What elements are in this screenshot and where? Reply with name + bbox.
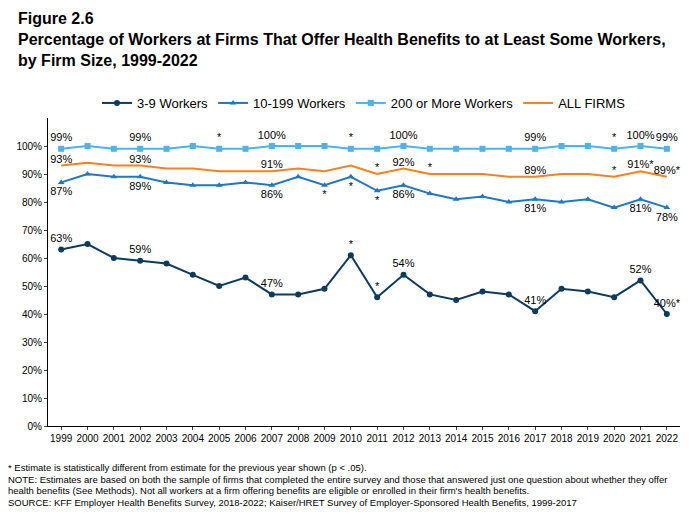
svg-text:*: * <box>612 164 617 176</box>
svg-text:2016: 2016 <box>498 433 521 444</box>
svg-text:92%: 92% <box>392 156 414 168</box>
svg-text:52%: 52% <box>629 263 651 275</box>
svg-text:*: * <box>428 161 433 173</box>
svg-text:99%: 99% <box>656 131 678 143</box>
svg-text:2022: 2022 <box>656 433 679 444</box>
svg-text:ALL FIRMS: ALL FIRMS <box>558 96 625 111</box>
svg-text:89%: 89% <box>524 164 546 176</box>
svg-text:10-199 Workers: 10-199 Workers <box>253 96 346 111</box>
svg-text:70%: 70% <box>22 225 42 236</box>
svg-text:47%: 47% <box>261 277 283 289</box>
svg-text:93%: 93% <box>129 153 151 165</box>
svg-text:2005: 2005 <box>208 433 231 444</box>
svg-text:2019: 2019 <box>577 433 600 444</box>
svg-text:99%: 99% <box>129 131 151 143</box>
svg-text:100%: 100% <box>389 129 417 141</box>
svg-text:2003: 2003 <box>155 433 178 444</box>
svg-text:2006: 2006 <box>234 433 257 444</box>
svg-text:2011: 2011 <box>366 433 388 444</box>
svg-text:63%: 63% <box>50 232 72 244</box>
svg-text:41%: 41% <box>524 294 546 306</box>
svg-text:2018: 2018 <box>550 433 573 444</box>
svg-text:30%: 30% <box>22 337 42 348</box>
svg-text:40%: 40% <box>22 309 42 320</box>
svg-text:78%: 78% <box>656 211 678 223</box>
svg-text:87%: 87% <box>50 185 72 197</box>
svg-text:54%: 54% <box>392 257 414 269</box>
svg-text:20%: 20% <box>22 365 42 376</box>
svg-text:93%: 93% <box>50 153 72 165</box>
svg-text:86%: 86% <box>392 188 414 200</box>
svg-text:*: * <box>375 161 380 173</box>
svg-text:1999: 1999 <box>50 433 73 444</box>
svg-text:2012: 2012 <box>392 433 415 444</box>
svg-text:99%: 99% <box>524 131 546 143</box>
svg-text:2004: 2004 <box>182 433 205 444</box>
svg-text:86%: 86% <box>261 188 283 200</box>
html-text:Figure 2.6: Figure 2.6 <box>18 10 94 27</box>
svg-text:*: * <box>375 194 380 206</box>
html-text:SOURCE: KFF Employer Health Be: SOURCE: KFF Employer Health Benefits Sur… <box>8 496 577 508</box>
svg-text:2010: 2010 <box>340 433 363 444</box>
svg-text:2017: 2017 <box>524 433 547 444</box>
svg-text:81%: 81% <box>629 202 651 214</box>
svg-text:2021: 2021 <box>629 433 652 444</box>
svg-text:2009: 2009 <box>313 433 336 444</box>
svg-text:*: * <box>217 131 222 143</box>
svg-text:*: * <box>322 188 327 200</box>
svg-text:2008: 2008 <box>287 433 310 444</box>
svg-text:100%: 100% <box>258 129 286 141</box>
svg-text:81%: 81% <box>524 202 546 214</box>
svg-text:2014: 2014 <box>445 433 468 444</box>
svg-text:40%*: 40%* <box>654 297 681 309</box>
svg-text:*: * <box>349 131 354 143</box>
svg-text:99%: 99% <box>50 131 72 143</box>
svg-text:2013: 2013 <box>419 433 442 444</box>
svg-text:89%*: 89%* <box>654 164 681 176</box>
svg-text:100%: 100% <box>16 141 42 152</box>
html-text:NOTE: Estimates are based on b: NOTE: Estimates are based on both the sa… <box>8 473 668 496</box>
svg-text:50%: 50% <box>22 281 42 292</box>
html-text:* Estimate is statistically di: * Estimate is statistically different fr… <box>8 462 367 473</box>
html-text:Percentage of Workers at Firms: Percentage of Workers at Firms That Offe… <box>18 31 666 69</box>
svg-text:80%: 80% <box>22 197 42 208</box>
svg-text:10%: 10% <box>22 393 42 404</box>
svg-text:*: * <box>349 238 354 250</box>
svg-text:60%: 60% <box>22 253 42 264</box>
svg-text:90%: 90% <box>22 169 42 180</box>
svg-text:59%: 59% <box>129 243 151 255</box>
svg-text:2015: 2015 <box>471 433 494 444</box>
svg-text:91%*: 91%* <box>627 158 654 170</box>
svg-text:0%: 0% <box>28 421 43 432</box>
svg-text:*: * <box>375 280 380 292</box>
svg-text:*: * <box>612 131 617 143</box>
svg-text:2007: 2007 <box>261 433 284 444</box>
svg-text:89%: 89% <box>129 180 151 192</box>
svg-text:3-9 Workers: 3-9 Workers <box>137 96 208 111</box>
svg-text:100%: 100% <box>626 129 654 141</box>
svg-text:*: * <box>349 180 354 192</box>
svg-text:91%: 91% <box>261 158 283 170</box>
svg-text:200 or More Workers: 200 or More Workers <box>391 96 513 111</box>
svg-text:2000: 2000 <box>76 433 99 444</box>
svg-text:2020: 2020 <box>603 433 626 444</box>
svg-text:2002: 2002 <box>129 433 152 444</box>
svg-text:2001: 2001 <box>103 433 126 444</box>
